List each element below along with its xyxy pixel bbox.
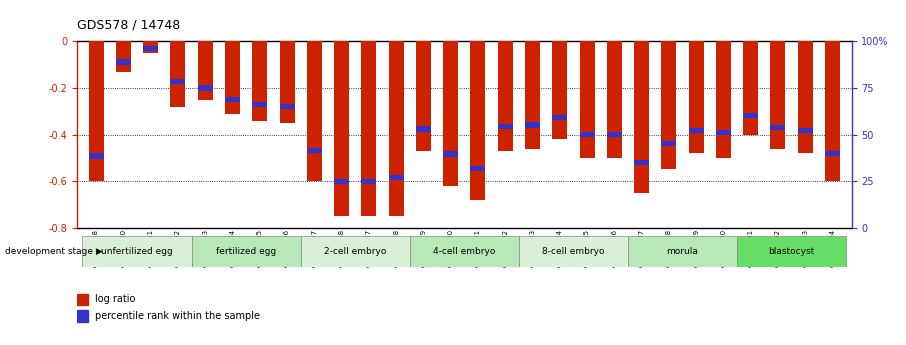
Bar: [628, 236, 737, 267]
Bar: [116, 41, 130, 72]
Bar: [580, 41, 594, 158]
Bar: [170, 79, 186, 85]
Bar: [470, 166, 486, 171]
Bar: [225, 97, 240, 102]
Bar: [525, 41, 540, 148]
Bar: [252, 41, 267, 120]
Bar: [280, 41, 294, 123]
Text: development stage ▶: development stage ▶: [5, 247, 102, 256]
Bar: [737, 236, 846, 267]
Bar: [225, 41, 240, 114]
Bar: [410, 236, 519, 267]
Text: 8-cell embryo: 8-cell embryo: [542, 247, 604, 256]
Bar: [770, 125, 786, 130]
Bar: [661, 141, 677, 146]
Bar: [770, 41, 786, 148]
Bar: [89, 41, 103, 181]
Text: percentile rank within the sample: percentile rank within the sample: [95, 311, 260, 321]
Bar: [191, 236, 301, 267]
Bar: [634, 41, 649, 193]
Bar: [416, 126, 431, 131]
Bar: [252, 102, 267, 107]
Bar: [716, 41, 731, 158]
Bar: [661, 41, 677, 169]
Bar: [143, 46, 159, 51]
Bar: [607, 132, 622, 137]
Text: unfertilized egg: unfertilized egg: [101, 247, 173, 256]
Bar: [743, 114, 758, 118]
Bar: [82, 236, 191, 267]
Bar: [798, 41, 813, 153]
Bar: [553, 115, 567, 120]
Bar: [825, 41, 840, 181]
Text: GDS578 / 14748: GDS578 / 14748: [77, 19, 180, 32]
Bar: [470, 41, 486, 200]
Bar: [361, 179, 376, 184]
Bar: [497, 124, 513, 129]
Bar: [361, 41, 376, 216]
Bar: [170, 41, 186, 107]
Bar: [798, 128, 813, 134]
Bar: [607, 41, 622, 158]
Bar: [143, 41, 159, 53]
Bar: [389, 41, 404, 216]
Bar: [301, 236, 410, 267]
Bar: [580, 132, 594, 137]
Bar: [77, 310, 89, 322]
Bar: [716, 130, 731, 135]
Bar: [689, 128, 704, 134]
Text: 2-cell embryo: 2-cell embryo: [324, 247, 387, 256]
Bar: [634, 160, 649, 165]
Text: fertilized egg: fertilized egg: [216, 247, 276, 256]
Bar: [689, 41, 704, 153]
Bar: [443, 41, 458, 186]
Bar: [198, 41, 213, 100]
Text: log ratio: log ratio: [95, 294, 136, 304]
Bar: [334, 179, 349, 184]
Bar: [334, 41, 349, 216]
Bar: [280, 104, 294, 109]
Bar: [443, 151, 458, 157]
Bar: [198, 86, 213, 90]
Bar: [743, 41, 758, 135]
Bar: [497, 41, 513, 151]
Bar: [553, 41, 567, 139]
Bar: [307, 41, 322, 181]
Text: blastocyst: blastocyst: [768, 247, 814, 256]
Bar: [116, 59, 130, 65]
Bar: [307, 148, 322, 153]
Text: 4-cell embryo: 4-cell embryo: [433, 247, 496, 256]
Bar: [519, 236, 628, 267]
Bar: [77, 294, 89, 305]
Bar: [525, 122, 540, 128]
Bar: [89, 154, 103, 159]
Text: morula: morula: [667, 247, 699, 256]
Bar: [389, 175, 404, 180]
Bar: [825, 151, 840, 156]
Bar: [416, 41, 431, 151]
